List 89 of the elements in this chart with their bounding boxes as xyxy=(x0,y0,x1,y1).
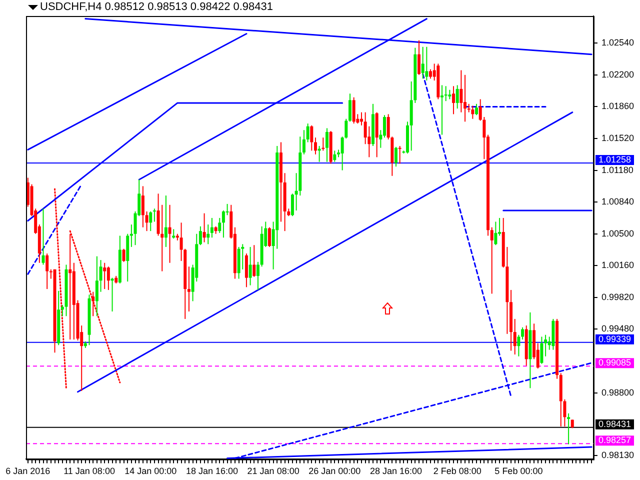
candlestick xyxy=(152,208,156,222)
candlestick xyxy=(521,326,524,340)
candlestick xyxy=(352,96,356,124)
x-tick-label: 26 Jan 00:00 xyxy=(308,466,361,476)
ref-line-label: 0.98257 xyxy=(598,435,632,446)
candlestick xyxy=(383,114,386,138)
candlestick xyxy=(425,46,428,82)
candlestick xyxy=(440,84,444,136)
candlestick xyxy=(306,123,310,143)
x-tick-label: 14 Jan 00:00 xyxy=(124,466,177,476)
candlestick xyxy=(106,266,110,290)
candlestick xyxy=(490,226,494,294)
candlestick xyxy=(110,277,114,312)
candlestick xyxy=(244,252,248,288)
candlestick xyxy=(95,256,98,317)
candlestick xyxy=(513,318,516,355)
candlestick xyxy=(348,93,352,122)
candlestick xyxy=(149,210,152,232)
candlestick xyxy=(540,336,544,364)
candlestick xyxy=(268,226,271,248)
candlestick xyxy=(452,86,456,115)
candlestick xyxy=(290,193,294,217)
candlestick xyxy=(322,137,325,152)
y-tick-label: 0.99820 xyxy=(601,292,634,302)
y-tick-label: 1.01860 xyxy=(601,101,634,112)
candlestick xyxy=(103,262,106,290)
candlestick xyxy=(398,145,402,164)
y-tick-label: 1.02540 xyxy=(601,38,634,48)
x-tick-label: 2 Feb 08:00 xyxy=(433,466,482,476)
candlestick xyxy=(333,150,336,162)
candlestick xyxy=(99,260,102,292)
candlestick xyxy=(168,204,172,264)
candlestick xyxy=(429,68,432,80)
candlestick xyxy=(444,86,448,102)
candlestick xyxy=(122,248,126,262)
y-tick-label: 1.00160 xyxy=(601,260,634,270)
ref-line-label: 0.99085 xyxy=(598,358,632,368)
y-tick-label: 1.02200 xyxy=(601,69,634,80)
candlestick xyxy=(164,195,168,248)
candlestick xyxy=(92,291,95,317)
y-tick-label: 1.00840 xyxy=(601,196,634,207)
y-tick-label: 1.01520 xyxy=(601,132,634,143)
candlestick xyxy=(314,137,317,155)
candlestick xyxy=(544,334,548,357)
candlestick xyxy=(418,40,421,76)
candlestick xyxy=(475,103,478,116)
x-tick-label: 21 Jan 08:00 xyxy=(247,466,300,476)
x-tick-label: 5 Feb 00:00 xyxy=(494,466,543,476)
candlestick xyxy=(325,128,328,162)
candlestick xyxy=(456,84,459,110)
x-tick-label: 28 Jan 16:00 xyxy=(370,466,422,476)
ref-line-label: 1.01258 xyxy=(598,154,632,164)
candlestick xyxy=(310,124,314,152)
candlestick xyxy=(46,252,49,290)
y-tick-label: 1.00500 xyxy=(601,228,634,238)
ref-line-label: 0.98431 xyxy=(598,418,632,429)
candlestick xyxy=(42,208,45,266)
ref-line-label: 0.99339 xyxy=(598,334,632,344)
y-tick-label: 0.98800 xyxy=(601,387,634,398)
candlestick xyxy=(421,46,424,80)
y-tick-label: 0.99480 xyxy=(601,324,634,334)
candlestick xyxy=(448,89,452,100)
candlestick xyxy=(471,105,474,120)
y-tick-label: 0.98130 xyxy=(601,450,634,460)
candlestick xyxy=(172,228,176,240)
candlestick xyxy=(218,217,222,234)
candlestick xyxy=(145,210,148,232)
x-tick-label: 11 Jan 08:00 xyxy=(64,466,115,476)
candlestick xyxy=(210,217,214,238)
x-tick-label: 18 Jan 16:00 xyxy=(186,466,238,476)
candlestick xyxy=(202,212,206,243)
candlestick xyxy=(256,261,260,290)
candlestick xyxy=(222,210,225,238)
x-tick-label: 6 Jan 2016 xyxy=(6,466,50,476)
candlestick xyxy=(494,221,498,246)
candlestick xyxy=(248,246,252,286)
candlestick xyxy=(464,74,467,122)
candlestick xyxy=(141,186,144,228)
candlestick xyxy=(198,226,202,246)
candlestick xyxy=(302,130,306,155)
chart-title: USDCHF,H4 0.98512 0.98513 0.98422 0.98431 xyxy=(40,1,274,13)
candlestick xyxy=(517,334,520,357)
candlestick xyxy=(252,244,256,278)
y-tick-label: 1.01180 xyxy=(601,164,634,175)
candlestick xyxy=(394,146,398,168)
candlestick xyxy=(206,224,210,245)
candlestick xyxy=(567,412,570,445)
candlestick xyxy=(187,266,190,312)
candlestick xyxy=(460,70,463,113)
